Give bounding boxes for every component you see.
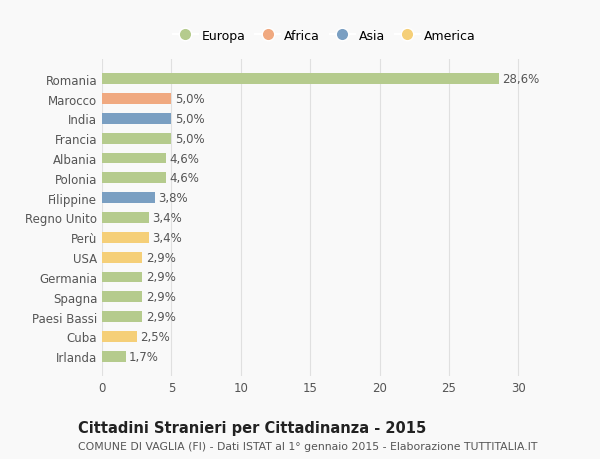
Bar	[102, 153, 166, 164]
Text: 3,4%: 3,4%	[152, 231, 182, 244]
Text: 4,6%: 4,6%	[169, 172, 199, 185]
Bar	[102, 134, 172, 144]
Bar	[102, 331, 137, 342]
Bar	[102, 94, 172, 105]
Text: COMUNE DI VAGLIA (FI) - Dati ISTAT al 1° gennaio 2015 - Elaborazione TUTTITALIA.: COMUNE DI VAGLIA (FI) - Dati ISTAT al 1°…	[78, 441, 538, 451]
Bar	[102, 213, 149, 224]
Bar	[102, 114, 172, 124]
Text: 28,6%: 28,6%	[502, 73, 539, 86]
Bar	[102, 292, 142, 302]
Bar	[102, 232, 149, 243]
Bar	[102, 351, 125, 362]
Text: 3,8%: 3,8%	[158, 192, 188, 205]
Text: 4,6%: 4,6%	[169, 152, 199, 165]
Text: 3,4%: 3,4%	[152, 212, 182, 224]
Text: 2,9%: 2,9%	[146, 251, 176, 264]
Bar	[102, 193, 155, 204]
Text: 2,9%: 2,9%	[146, 310, 176, 324]
Bar	[102, 173, 166, 184]
Bar	[102, 252, 142, 263]
Legend: Europa, Africa, Asia, America: Europa, Africa, Asia, America	[167, 25, 481, 48]
Text: 5,0%: 5,0%	[175, 132, 205, 146]
Text: Cittadini Stranieri per Cittadinanza - 2015: Cittadini Stranieri per Cittadinanza - 2…	[78, 420, 426, 435]
Bar	[102, 74, 499, 85]
Text: 2,9%: 2,9%	[146, 271, 176, 284]
Text: 1,7%: 1,7%	[129, 350, 159, 363]
Text: 5,0%: 5,0%	[175, 93, 205, 106]
Text: 2,5%: 2,5%	[140, 330, 170, 343]
Text: 2,9%: 2,9%	[146, 291, 176, 304]
Bar	[102, 272, 142, 283]
Bar	[102, 312, 142, 322]
Text: 5,0%: 5,0%	[175, 112, 205, 126]
